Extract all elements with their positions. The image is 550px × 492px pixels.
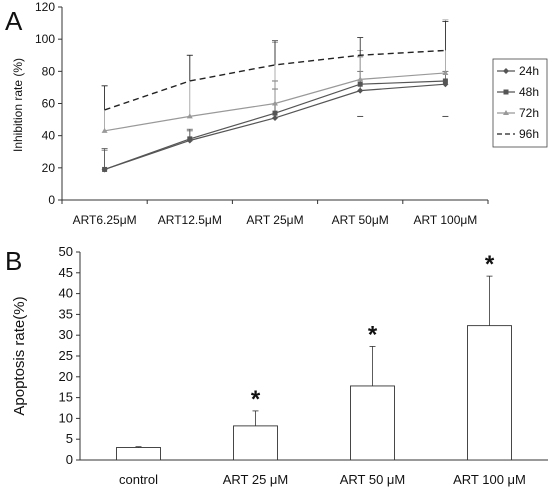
panel-a-axes: 0 20 40 60 80 100 120 ART6.25μM ART12.5μM ART 25μ… bbox=[35, 0, 489, 227]
panel-a-legend-marker bbox=[503, 89, 509, 95]
panel-b-letter: B bbox=[5, 246, 22, 276]
panel-a-error-bars bbox=[101, 19, 449, 170]
panel-a-legend-label: 48h bbox=[519, 85, 539, 99]
panel-b-y-tick-label: 25 bbox=[59, 348, 73, 363]
panel-b-y-axis-label: Apoptosis rate(%) bbox=[11, 296, 28, 415]
panel-b-significance-mark: * bbox=[485, 251, 495, 278]
panel-b-y-tick-label: 35 bbox=[59, 306, 73, 321]
panel-a-point-72h bbox=[186, 113, 193, 119]
panel-b-bar bbox=[467, 325, 512, 461]
panel-a: A Inhibition rate (%) 0 20 40 60 80 100 120 ART… bbox=[5, 0, 548, 227]
panel-a-series-line-96h bbox=[104, 49, 446, 111]
panel-a-y-tick-label: 60 bbox=[42, 97, 56, 111]
panel-b-bars: * * * bbox=[116, 251, 512, 461]
panel-a-legend-box bbox=[492, 58, 548, 148]
panel-a-y-tick-label: 0 bbox=[48, 193, 55, 207]
panel-b-y-tick-label: 50 bbox=[59, 244, 73, 259]
panel-a-x-tick-label: ART 100μM bbox=[413, 213, 477, 227]
panel-a-legend-label: 72h bbox=[519, 106, 539, 120]
panel-a-y-tick-label: 20 bbox=[42, 161, 56, 175]
panel-b: B Apoptosis rate(%) 0 5 10 15 20 25 30 35 40 45 50… bbox=[5, 244, 548, 487]
panel-a-y-tick-label: 100 bbox=[35, 32, 55, 46]
panel-a-legend-marker bbox=[503, 110, 509, 115]
panel-a-x-tick-label: ART 25μM bbox=[246, 213, 303, 227]
panel-b-y-tick-label: 45 bbox=[59, 265, 73, 280]
panel-b-x-tick-label: ART 50 μM bbox=[340, 472, 406, 487]
panel-b-significance-mark: * bbox=[368, 321, 378, 348]
panel-a-point-24h bbox=[272, 114, 278, 121]
panel-a-x-tick-label: ART12.5μM bbox=[158, 213, 222, 227]
panel-a-markers bbox=[101, 69, 449, 173]
panel-a-x-tick-label: ART6.25μM bbox=[73, 213, 137, 227]
panel-b-y-tick-label: 0 bbox=[66, 452, 73, 467]
panel-a-legend: 24h 48h 72h 96h bbox=[492, 58, 548, 148]
panel-a-point-24h bbox=[357, 87, 364, 94]
panel-a-point-48h bbox=[272, 110, 278, 116]
panel-b-y-tick-label: 15 bbox=[59, 390, 73, 405]
panel-a-point-48h bbox=[102, 166, 108, 172]
panel-b-significance-mark: * bbox=[251, 386, 261, 413]
panel-a-legend-marker bbox=[503, 68, 509, 74]
panel-a-y-axis-label: Inhibition rate (%) bbox=[11, 58, 25, 152]
panel-a-y-tick-label: 80 bbox=[42, 64, 56, 78]
panel-b-bar bbox=[350, 385, 395, 461]
panel-b-axes: 0 5 10 15 20 25 30 35 40 45 50 control ART 25 μM ART … bbox=[59, 244, 548, 487]
panel-a-x-tick-label: ART 50μM bbox=[332, 213, 389, 227]
panel-b-bar bbox=[116, 447, 161, 461]
panel-b-y-tick-label: 10 bbox=[59, 410, 73, 425]
panel-b-x-tick-label: control bbox=[119, 472, 158, 487]
panel-a-legend-label: 96h bbox=[519, 127, 539, 141]
panel-a-point-72h bbox=[101, 127, 108, 133]
panel-b-y-tick-label: 30 bbox=[59, 327, 73, 342]
panel-a-point-48h bbox=[187, 136, 193, 142]
panel-a-legend-label: 24h bbox=[519, 64, 539, 78]
panel-a-point-48h bbox=[357, 81, 363, 87]
panel-b-y-tick-label: 5 bbox=[66, 431, 73, 446]
panel-a-point-72h bbox=[442, 69, 449, 75]
panel-b-x-tick-label: ART 100 μM bbox=[453, 472, 526, 487]
panel-a-point-48h bbox=[442, 78, 448, 84]
panel-b-bar bbox=[233, 425, 278, 461]
panel-b-y-tick-label: 20 bbox=[59, 369, 73, 384]
panel-b-y-tick-label: 40 bbox=[59, 286, 73, 301]
panel-a-y-tick-label: 120 bbox=[35, 0, 55, 14]
panel-a-point-72h bbox=[357, 76, 364, 82]
panel-a-point-72h bbox=[272, 100, 278, 106]
panel-b-x-tick-label: ART 25 μM bbox=[223, 472, 289, 487]
panel-a-y-tick-label: 40 bbox=[42, 129, 56, 143]
panel-a-letter: A bbox=[5, 6, 23, 36]
